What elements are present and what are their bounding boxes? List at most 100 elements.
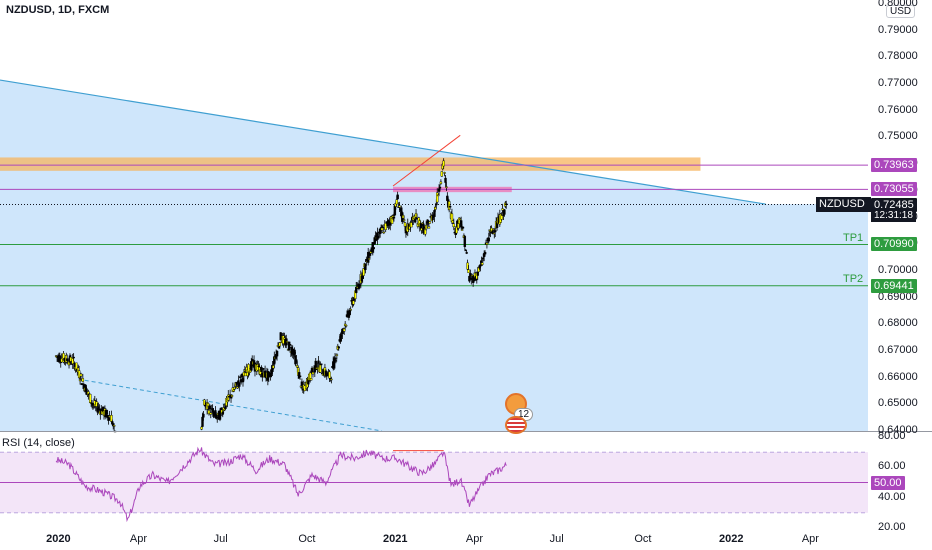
candle-body [288, 344, 292, 346]
level-tag: 0.73055 [871, 182, 917, 197]
rsi-tick-label: 40.00 [878, 490, 906, 503]
orange-zone [0, 157, 701, 171]
candle-body [452, 223, 455, 228]
candle-body [206, 403, 210, 407]
candle-body [503, 209, 506, 215]
candle-body [362, 268, 365, 276]
candle-body [500, 215, 503, 220]
candle-body [443, 172, 446, 174]
candle-body [461, 226, 465, 229]
candle-body [230, 395, 234, 397]
tp2-label: TP2 [843, 273, 864, 285]
price-tick-label: 0.77000 [878, 77, 918, 90]
dashed-trend-line [84, 379, 383, 432]
candle-body [81, 378, 85, 382]
rsi-title: RSI (14, close) [2, 437, 75, 449]
candle-body [337, 346, 340, 349]
candle-body [413, 219, 417, 223]
time-tick-label: Apr [465, 533, 483, 545]
candle-body [349, 309, 352, 311]
rsi-tick-label: 80.00 [878, 430, 906, 442]
level-tag: 0.72485 [871, 197, 917, 212]
candle-body [436, 194, 440, 197]
price-tick-label: 0.75000 [878, 130, 918, 143]
time-tick-label: Jul [549, 533, 564, 545]
level-tag: 0.69441 [871, 278, 917, 293]
candle-body [330, 378, 333, 381]
currency-badge[interactable]: USD [886, 5, 916, 18]
candle-body [440, 171, 444, 177]
candle-body [378, 228, 382, 235]
candle-body [448, 206, 452, 208]
level-tag: 0.70990 [871, 237, 917, 252]
candle-body [390, 217, 394, 224]
candle-body [465, 252, 468, 254]
candle-body [505, 203, 508, 205]
price-tick-label: 0.80000 [878, 0, 918, 9]
candle-body [295, 359, 298, 363]
price-tick-label: 0.69000 [878, 290, 918, 303]
candle-body [89, 393, 92, 403]
us-flag-icon[interactable] [505, 416, 527, 434]
candle-body [424, 229, 427, 235]
candle-body [483, 252, 487, 255]
candle-body [218, 411, 222, 420]
candle-body [79, 373, 83, 377]
candle-body [200, 426, 203, 430]
candle-body [463, 236, 467, 247]
time-tick-label: Oct [634, 533, 652, 545]
chart-title: NZDUSD, 1D, FXCM [6, 4, 110, 16]
candle-body [445, 186, 448, 188]
candle-body [262, 368, 265, 370]
red-trend-line [392, 134, 461, 187]
live-price-tag: NZDUSD [816, 197, 871, 212]
candle-body [298, 375, 302, 378]
candle-body [300, 381, 304, 386]
candle-body [209, 412, 212, 415]
level-tag: 0.73963 [871, 158, 917, 173]
candle-body [487, 237, 490, 242]
candle-body [314, 360, 317, 370]
time-tick-label: Oct [298, 533, 316, 545]
time-tick-label: 2021 [383, 533, 408, 545]
rsi-line [55, 446, 507, 523]
candle-body [308, 372, 312, 381]
candle-body [436, 192, 439, 203]
time-tick-label: Apr [801, 533, 819, 545]
candle-body [344, 324, 348, 327]
rsi-layer [0, 446, 868, 523]
candle-body [320, 363, 323, 366]
candle-body [460, 229, 464, 231]
candle-body [335, 354, 339, 356]
tp1-label: TP1 [843, 232, 864, 244]
candle-body [384, 223, 387, 230]
candle-body [428, 221, 432, 224]
candle-body [464, 249, 467, 252]
candle-body [371, 242, 374, 252]
candle-body [398, 205, 401, 208]
candle-body [105, 409, 108, 414]
candle-body [311, 372, 315, 375]
trend-line [0, 79, 766, 205]
candle-body [467, 269, 470, 273]
candle-body [364, 263, 367, 270]
candle-body [202, 413, 205, 418]
candle-body [297, 372, 301, 379]
time-tick-label: Jul [213, 533, 228, 545]
candle-body [232, 389, 235, 392]
candle-body [278, 342, 282, 347]
candle-body [403, 222, 407, 227]
price-tick-label: 0.64000 [878, 424, 918, 436]
rsi-tick-label: 60.00 [878, 460, 906, 473]
candle-body [372, 247, 375, 250]
candle-body [392, 216, 396, 219]
price-tick-label: 0.67000 [878, 343, 918, 356]
candle-body [238, 382, 241, 387]
candle-body [380, 227, 384, 231]
candle-body [72, 356, 75, 359]
candle-body [501, 208, 504, 211]
price-tick-label: 0.79000 [878, 23, 918, 36]
candle-body [476, 271, 479, 276]
candle-body [439, 181, 443, 184]
candle-body [396, 194, 399, 200]
